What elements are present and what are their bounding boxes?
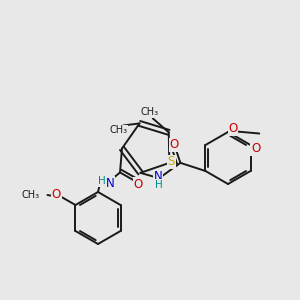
Text: O: O bbox=[134, 178, 142, 191]
Text: O: O bbox=[170, 138, 179, 152]
Text: O: O bbox=[228, 122, 238, 136]
Text: H: H bbox=[98, 176, 106, 187]
Text: CH₃: CH₃ bbox=[21, 190, 40, 200]
Text: CH₃: CH₃ bbox=[141, 107, 159, 117]
Text: H: H bbox=[154, 180, 162, 190]
Text: O: O bbox=[251, 142, 260, 155]
Text: N: N bbox=[154, 170, 163, 183]
Text: CH₃: CH₃ bbox=[110, 125, 128, 135]
Text: N: N bbox=[106, 177, 114, 190]
Text: O: O bbox=[52, 188, 61, 200]
Text: S: S bbox=[168, 155, 175, 168]
